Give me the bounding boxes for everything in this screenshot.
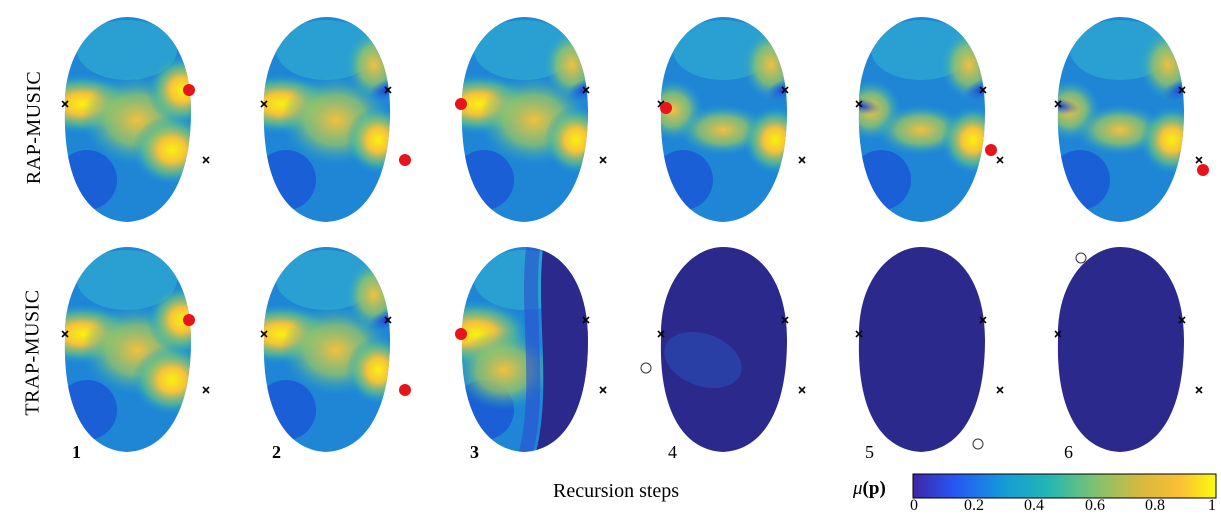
true-source-marker <box>384 86 392 94</box>
colorbar-bar <box>912 473 1217 499</box>
true-source-marker <box>1195 386 1203 394</box>
true-source-marker <box>1178 86 1186 94</box>
found-source-marker <box>640 362 652 374</box>
step-label-5: 5 <box>865 442 874 462</box>
true-source-marker <box>979 86 987 94</box>
brain-map-rap-step-3 <box>455 17 607 222</box>
brain-map-trap-step-4 <box>640 247 806 452</box>
true-source-marker <box>979 316 987 324</box>
found-source-marker <box>985 144 997 156</box>
true-source-marker <box>1195 156 1203 164</box>
brain-map-trap-step-5 <box>855 247 1004 452</box>
true-source-marker <box>1054 100 1062 108</box>
colorbar-tick-0: 0 <box>910 497 918 514</box>
colorbar <box>912 473 1217 499</box>
step-label-6: 6 <box>1064 442 1073 462</box>
true-source-marker <box>202 386 210 394</box>
true-source-marker <box>781 86 789 94</box>
found-source-marker <box>455 98 467 110</box>
step-label-3: 3 <box>470 442 479 462</box>
true-source-marker <box>582 316 590 324</box>
true-source-marker <box>260 100 268 108</box>
step-label-2: 2 <box>272 442 281 462</box>
true-source-marker <box>599 156 607 164</box>
found-source-marker <box>183 84 195 96</box>
step-label-1: 1 <box>72 442 81 462</box>
colorbar-tick-1: 1 <box>1208 497 1216 514</box>
brain-map-trap-step-1 <box>61 247 210 452</box>
true-source-marker <box>1054 330 1062 338</box>
found-source-marker <box>399 384 411 396</box>
true-source-marker <box>855 330 863 338</box>
true-source-marker <box>996 156 1004 164</box>
colorbar-tick-0.8: 0.8 <box>1145 497 1165 514</box>
true-source-marker <box>384 316 392 324</box>
brain-map-rap-step-1 <box>61 17 210 222</box>
true-source-marker <box>781 316 789 324</box>
found-source-marker <box>183 314 195 326</box>
found-source-marker <box>399 154 411 166</box>
true-source-marker <box>798 386 806 394</box>
brain-map-trap-step-3 <box>455 247 607 452</box>
colorbar-tick-0.6: 0.6 <box>1085 497 1105 514</box>
x-axis-label: Recursion steps <box>553 480 680 502</box>
row-label-trap-music: TRAP-MUSIC <box>21 289 44 416</box>
true-source-marker <box>61 330 69 338</box>
colorbar-tick-0.2: 0.2 <box>964 497 984 514</box>
found-source-marker <box>972 438 984 450</box>
found-source-marker <box>1075 252 1087 264</box>
brain-map-rap-step-5 <box>855 17 1004 222</box>
true-source-marker <box>582 86 590 94</box>
true-source-marker <box>855 100 863 108</box>
step-label-4: 4 <box>668 442 677 462</box>
found-source-marker <box>455 328 467 340</box>
found-source-marker <box>660 102 672 114</box>
found-source-marker <box>1197 164 1209 176</box>
true-source-marker <box>657 330 665 338</box>
colorbar-tick-0.4: 0.4 <box>1024 497 1044 514</box>
true-source-marker <box>1178 316 1186 324</box>
brain-map-rap-step-6 <box>1054 17 1209 222</box>
colorbar-title: μ(p) <box>853 478 886 499</box>
brain-map-rap-step-2 <box>260 17 411 222</box>
true-source-marker <box>599 386 607 394</box>
true-source-marker <box>996 386 1004 394</box>
true-source-marker <box>260 330 268 338</box>
true-source-marker <box>61 100 69 108</box>
brain-map-trap-step-2 <box>260 247 411 452</box>
true-source-marker <box>202 156 210 164</box>
brain-map-trap-step-6 <box>1054 247 1203 452</box>
row-label-rap-music: RAP-MUSIC <box>23 70 46 185</box>
true-source-marker <box>798 156 806 164</box>
brain-map-rap-step-4 <box>657 17 806 222</box>
